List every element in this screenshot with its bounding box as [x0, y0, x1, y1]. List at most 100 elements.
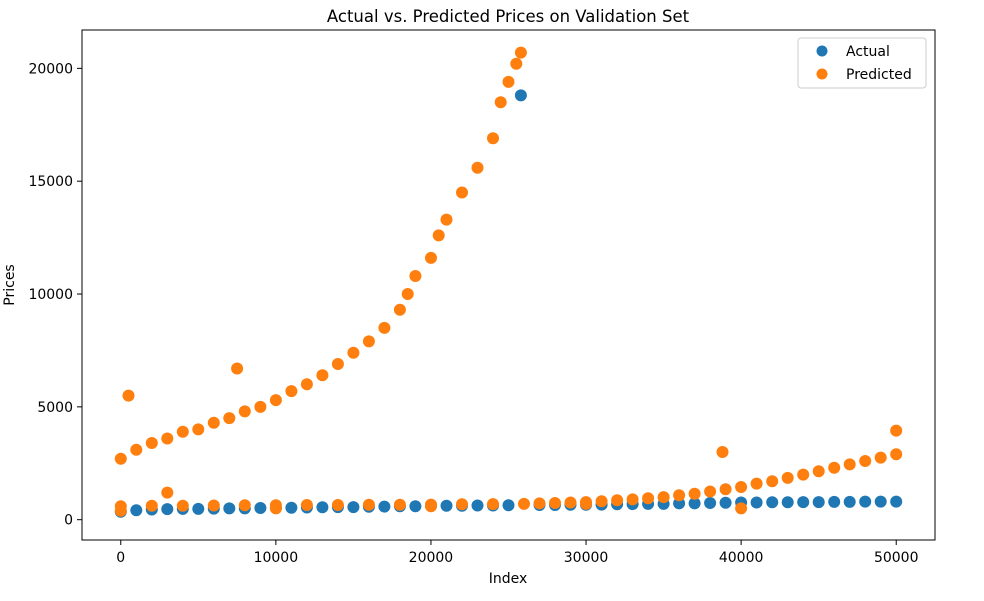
point-actual-38 [704, 497, 717, 509]
point-predicted-74 [269, 502, 282, 515]
point-predicted-30 [502, 75, 515, 88]
point-predicted-58 [704, 485, 717, 498]
point-actual-21 [440, 499, 453, 512]
x-tick-label: 30000 [564, 550, 609, 566]
point-predicted-1 [122, 389, 135, 402]
point-predicted-11 [254, 400, 267, 413]
point-actual-17 [378, 500, 391, 513]
point-actual-46 [828, 495, 841, 508]
y-tick-label: 0 [64, 513, 73, 529]
legend-marker-actual [816, 45, 828, 57]
point-actual-37 [688, 497, 701, 510]
point-predicted-44 [456, 498, 468, 511]
point-predicted-28 [487, 132, 499, 145]
point-predicted-64 [781, 471, 794, 484]
x-axis-label: Index [489, 571, 528, 587]
point-predicted-71 [890, 448, 903, 461]
point-predicted-12 [269, 394, 282, 407]
point-actual-48 [859, 495, 872, 508]
point-actual-47 [843, 495, 856, 508]
legend-label-actual: Actual [846, 44, 890, 60]
point-predicted-73 [114, 504, 127, 517]
point-predicted-31 [510, 57, 523, 70]
point-predicted-48 [549, 497, 561, 509]
point-predicted-4 [161, 432, 174, 445]
point-predicted-61 [735, 481, 748, 493]
point-predicted-14 [300, 378, 313, 391]
point-predicted-2 [130, 443, 143, 456]
point-predicted-46 [518, 497, 530, 510]
point-predicted-7 [207, 416, 220, 429]
point-actual-9 [254, 502, 267, 514]
point-predicted-20 [393, 303, 406, 316]
point-predicted-78 [890, 424, 903, 437]
x-tick-label: 0 [116, 550, 125, 566]
point-predicted-67 [828, 461, 841, 474]
point-predicted-36 [207, 499, 220, 512]
point-actual-7 [223, 502, 236, 515]
point-predicted-75 [425, 500, 437, 513]
point-predicted-37 [238, 499, 251, 512]
point-predicted-66 [812, 465, 825, 478]
point-predicted-18 [362, 335, 375, 348]
point-actual-26 [514, 89, 527, 102]
point-actual-19 [409, 500, 422, 513]
point-predicted-41 [362, 498, 375, 511]
y-tick-label: 10000 [28, 287, 73, 303]
point-predicted-22 [409, 270, 422, 282]
point-predicted-27 [471, 161, 484, 174]
y-axis-label: Prices [2, 264, 18, 305]
point-predicted-0 [114, 452, 127, 465]
point-predicted-15 [316, 369, 329, 382]
point-actual-3 [161, 503, 174, 516]
plot-frame [81, 29, 936, 541]
point-predicted-76 [580, 497, 592, 510]
point-actual-42 [766, 496, 779, 509]
point-predicted-34 [145, 499, 158, 512]
point-actual-23 [471, 499, 484, 512]
point-actual-13 [316, 501, 329, 514]
point-predicted-29 [494, 96, 507, 109]
point-predicted-54 [642, 492, 655, 505]
point-predicted-60 [719, 483, 732, 496]
point-actual-5 [192, 502, 205, 515]
point-predicted-21 [401, 288, 414, 300]
point-predicted-72 [161, 486, 174, 499]
point-predicted-69 [859, 455, 872, 467]
y-tick-label: 15000 [28, 174, 73, 190]
x-tick-label: 10000 [254, 550, 299, 566]
legend-box [797, 37, 927, 89]
point-predicted-77 [735, 502, 748, 515]
point-predicted-70 [874, 451, 887, 464]
point-predicted-17 [347, 346, 360, 359]
point-actual-43 [781, 496, 794, 509]
point-predicted-16 [331, 358, 344, 370]
point-actual-49 [874, 495, 887, 508]
point-predicted-10 [238, 405, 251, 418]
point-predicted-56 [673, 489, 686, 502]
legend-marker-predicted [816, 68, 828, 80]
point-actual-41 [750, 496, 763, 509]
x-tick-label: 40000 [719, 550, 764, 566]
point-predicted-42 [393, 498, 406, 511]
x-tick-label: 50000 [874, 550, 919, 566]
point-predicted-35 [176, 499, 189, 512]
point-predicted-59 [716, 446, 729, 458]
point-predicted-62 [750, 477, 763, 490]
point-predicted-55 [657, 491, 670, 504]
point-predicted-63 [766, 475, 779, 488]
point-predicted-19 [378, 321, 391, 334]
point-predicted-26 [456, 186, 468, 199]
data-points [114, 46, 903, 518]
x-tick-label: 20000 [409, 550, 454, 566]
legend: Actual Predicted [797, 37, 927, 89]
chart-title: Actual vs. Predicted Prices on Validatio… [327, 7, 690, 26]
point-predicted-39 [300, 499, 313, 511]
y-tick-label: 5000 [37, 400, 73, 416]
point-predicted-57 [688, 487, 701, 500]
point-actual-50 [890, 495, 903, 508]
point-predicted-47 [533, 497, 546, 510]
point-predicted-3 [145, 437, 158, 449]
point-predicted-52 [611, 494, 624, 507]
